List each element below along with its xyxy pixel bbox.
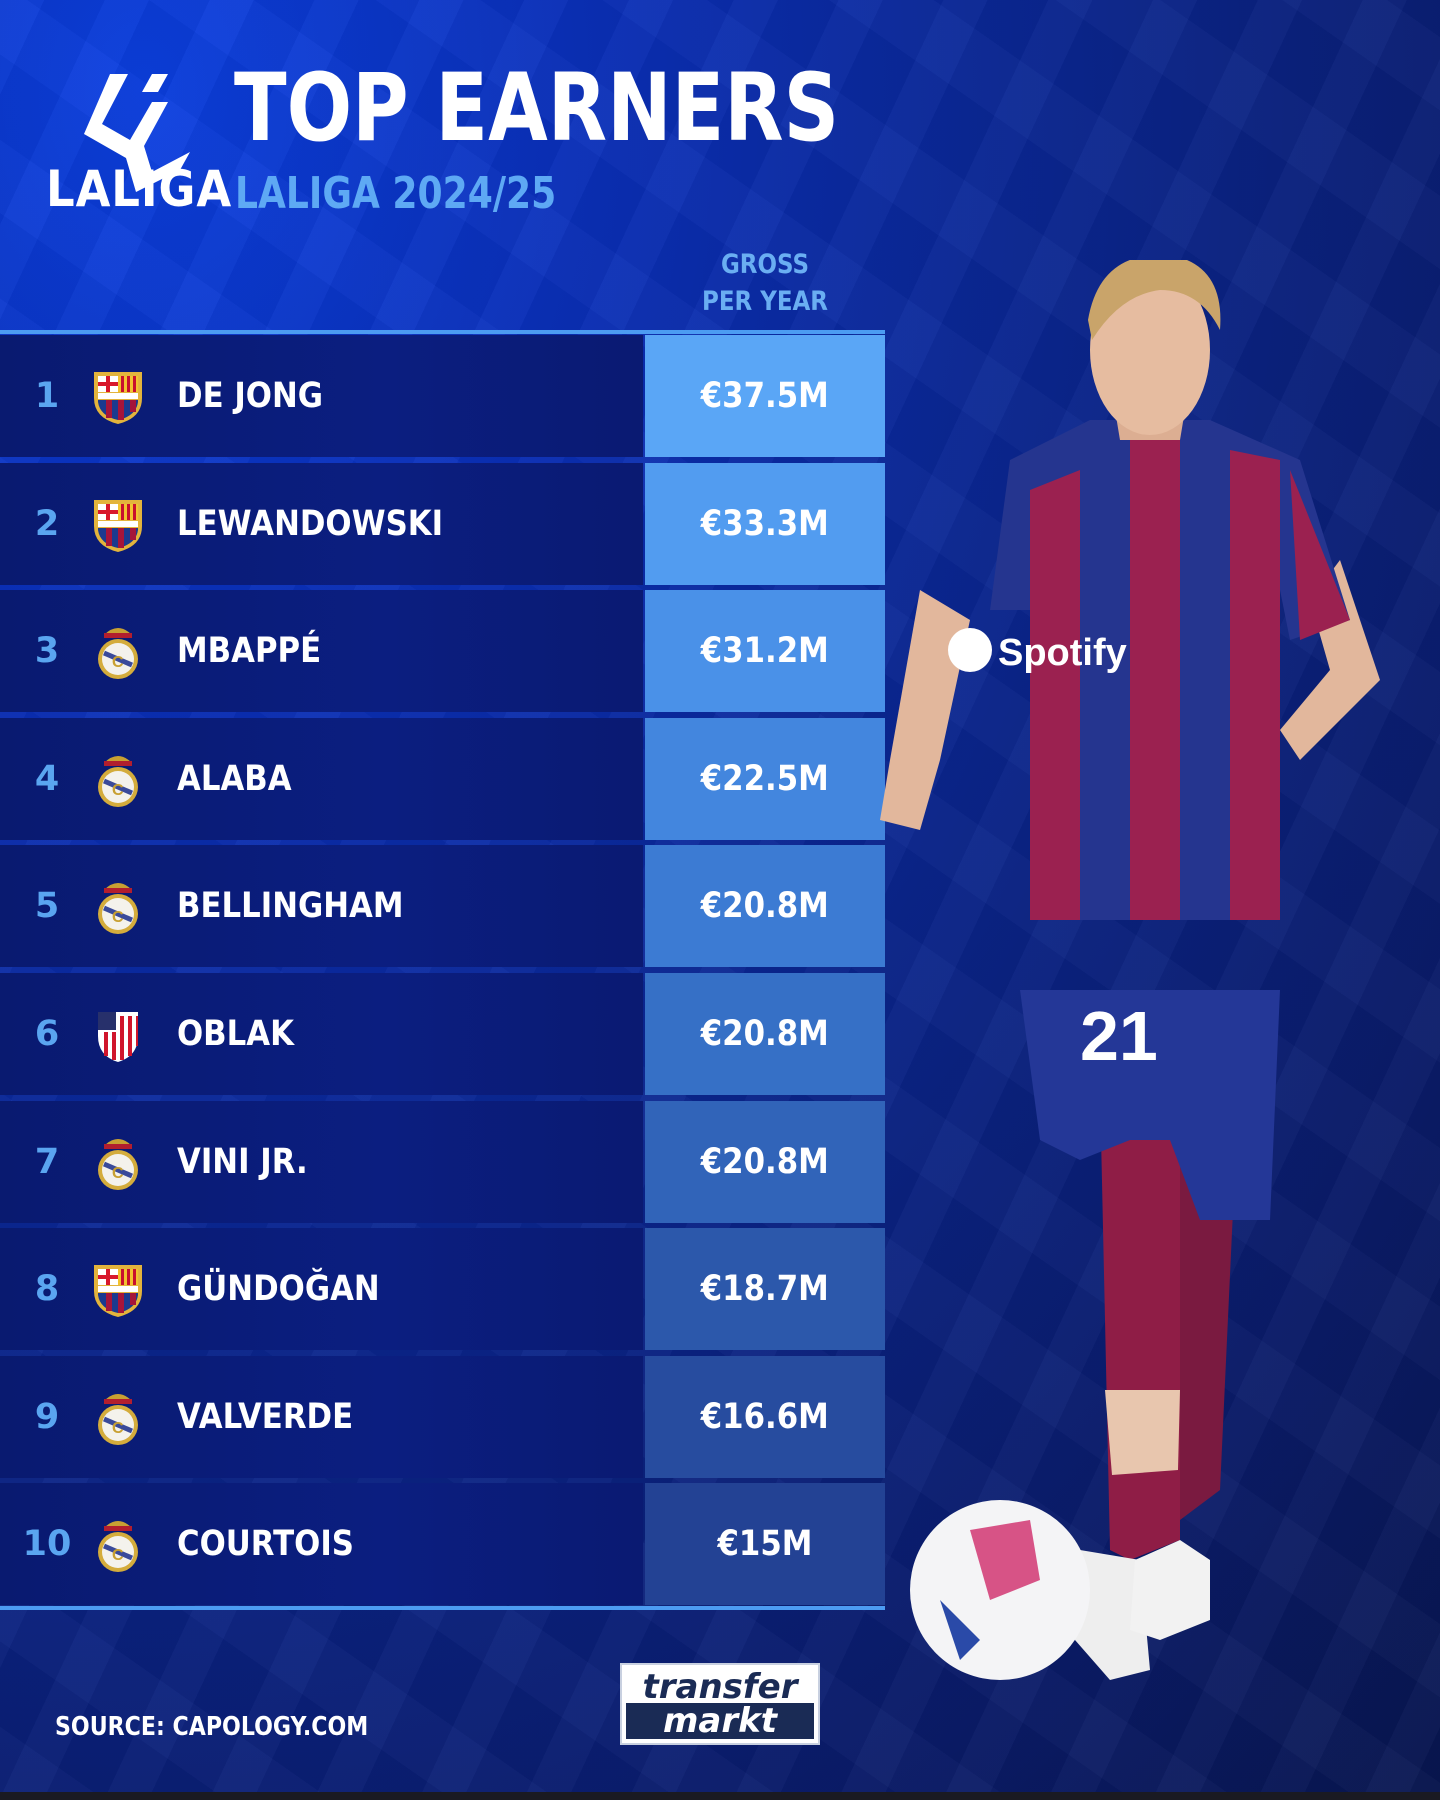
salary-value: €16.6M xyxy=(700,1396,830,1437)
table-top-divider xyxy=(0,330,885,334)
salary-value: €31.2M xyxy=(700,631,830,672)
table-row: 8 GÜNDOĞAN €18.7M xyxy=(0,1228,885,1351)
real-madrid-crest-icon: C xyxy=(90,751,146,809)
real-madrid-crest-icon: C xyxy=(90,1134,146,1192)
rank-number: 2 xyxy=(34,503,60,544)
salary-value: €20.8M xyxy=(700,1014,830,1054)
salary-value: €20.8M xyxy=(700,886,830,927)
table-row: 3 C MBAPPÉ €31.2M xyxy=(0,590,885,713)
table-row: 7 C VINI JR. €20.8M xyxy=(0,1100,885,1223)
column-header-line-2: PER YEAR xyxy=(702,286,828,317)
player-name-text: BELLINGHAM xyxy=(177,886,404,927)
table-row: 2 LEWANDOWSKI €33.3M xyxy=(0,462,885,585)
player-name: VALVERDE xyxy=(177,1356,377,1478)
player-name-text: DE JONG xyxy=(177,376,324,416)
player-name: MBAPPÉ xyxy=(177,590,341,712)
player-name: OBLAK xyxy=(177,973,310,1095)
barcelona-crest-icon xyxy=(90,368,146,426)
salary-value: €20.8M xyxy=(700,1141,830,1182)
player-name-text: LEWANDOWSKI xyxy=(177,503,444,544)
transfermarkt-logo-bottom: markt xyxy=(626,1703,814,1739)
table-row: 4 C ALABA €22.5M xyxy=(0,717,885,840)
svg-text:C: C xyxy=(112,782,124,799)
player-name-text: GÜNDOĞAN xyxy=(177,1269,380,1310)
salary-cell: €37.5M xyxy=(645,335,885,457)
rank-number: 3 xyxy=(34,631,60,672)
player-name: ALABA xyxy=(177,718,307,840)
player-name-text: MBAPPÉ xyxy=(177,631,322,672)
salary-cell: €20.8M xyxy=(645,973,885,1095)
svg-text:C: C xyxy=(112,1547,124,1564)
player-name: LEWANDOWSKI xyxy=(177,463,479,585)
column-header-line-1: GROSS xyxy=(720,249,810,280)
table-row: 1 DE JONG €37.5M xyxy=(0,335,885,457)
salary-value: €33.3M xyxy=(700,503,830,544)
real-madrid-crest-icon: C xyxy=(90,878,146,936)
salary-cell: €33.3M xyxy=(645,462,885,585)
laliga-logo-icon xyxy=(84,74,190,192)
salary-cell: €18.7M xyxy=(645,1228,885,1351)
player-name: GÜNDOĞAN xyxy=(177,1228,407,1350)
rank-number: 10 xyxy=(22,1524,72,1565)
barcelona-crest-icon xyxy=(90,496,146,554)
barcelona-crest-icon xyxy=(90,1261,146,1319)
player-name: DE JONG xyxy=(177,335,343,457)
player-photo: 21 Spotify xyxy=(880,260,1380,1680)
atletico-madrid-crest-icon xyxy=(90,1006,146,1064)
salary-value: €22.5M xyxy=(700,758,830,799)
salary-cell: €20.8M xyxy=(645,845,885,968)
rank-number: 9 xyxy=(34,1396,60,1437)
transfermarkt-logo-top: transfer xyxy=(626,1669,814,1705)
bottom-strip xyxy=(0,1792,1440,1800)
player-name-text: VALVERDE xyxy=(177,1396,354,1437)
player-name: COURTOIS xyxy=(177,1483,378,1605)
svg-text:C: C xyxy=(112,654,124,671)
salary-cell: €15M xyxy=(645,1483,885,1606)
table-row: 6 OBLAK €20.8M xyxy=(0,973,885,1095)
laliga-logo-text: LALIGA xyxy=(46,160,233,218)
salary-value: €18.7M xyxy=(700,1269,830,1310)
rank-number: 1 xyxy=(34,376,60,416)
rank-number: 4 xyxy=(34,758,60,799)
player-name: VINI JR. xyxy=(177,1101,326,1223)
salary-cell: €22.5M xyxy=(645,717,885,840)
rank-number: 7 xyxy=(34,1141,60,1182)
player-name: BELLINGHAM xyxy=(177,845,434,967)
salary-value: €37.5M xyxy=(700,376,830,416)
real-madrid-crest-icon: C xyxy=(90,1389,146,1447)
player-name-text: VINI JR. xyxy=(177,1141,308,1182)
table-row: 9 C VALVERDE €16.6M xyxy=(0,1355,885,1478)
salary-value: €15M xyxy=(717,1524,813,1565)
shirt-number: 21 xyxy=(1080,997,1158,1075)
player-name-text: OBLAK xyxy=(177,1014,294,1054)
rank-number: 6 xyxy=(34,1014,60,1054)
shirt-sponsor: Spotify xyxy=(998,632,1127,674)
player-name-text: COURTOIS xyxy=(177,1524,354,1565)
salary-cell: €20.8M xyxy=(645,1100,885,1223)
rank-number: 8 xyxy=(34,1269,60,1310)
salary-cell: €16.6M xyxy=(645,1355,885,1478)
column-header-gross-per-year: GROSS PER YEAR xyxy=(645,246,885,320)
real-madrid-crest-icon: C xyxy=(90,623,146,681)
svg-text:C: C xyxy=(112,1420,124,1437)
rank-number: 5 xyxy=(34,886,60,927)
source-credit: SOURCE: CAPOLOGY.COM xyxy=(55,1712,369,1742)
page-subtitle: LALIGA 2024/25 xyxy=(235,168,557,219)
svg-text:C: C xyxy=(112,1165,124,1182)
table-bottom-divider xyxy=(0,1606,885,1610)
player-name-text: ALABA xyxy=(177,758,292,799)
page-title: TOP EARNERS xyxy=(234,54,840,163)
table-row: 5 C BELLINGHAM €20.8M xyxy=(0,845,885,968)
salary-cell: €31.2M xyxy=(645,590,885,713)
transfermarkt-logo: transfer markt xyxy=(620,1663,820,1745)
svg-text:C: C xyxy=(112,909,124,926)
table-row: 10 C COURTOIS €15M xyxy=(0,1483,885,1606)
real-madrid-crest-icon: C xyxy=(90,1516,146,1574)
